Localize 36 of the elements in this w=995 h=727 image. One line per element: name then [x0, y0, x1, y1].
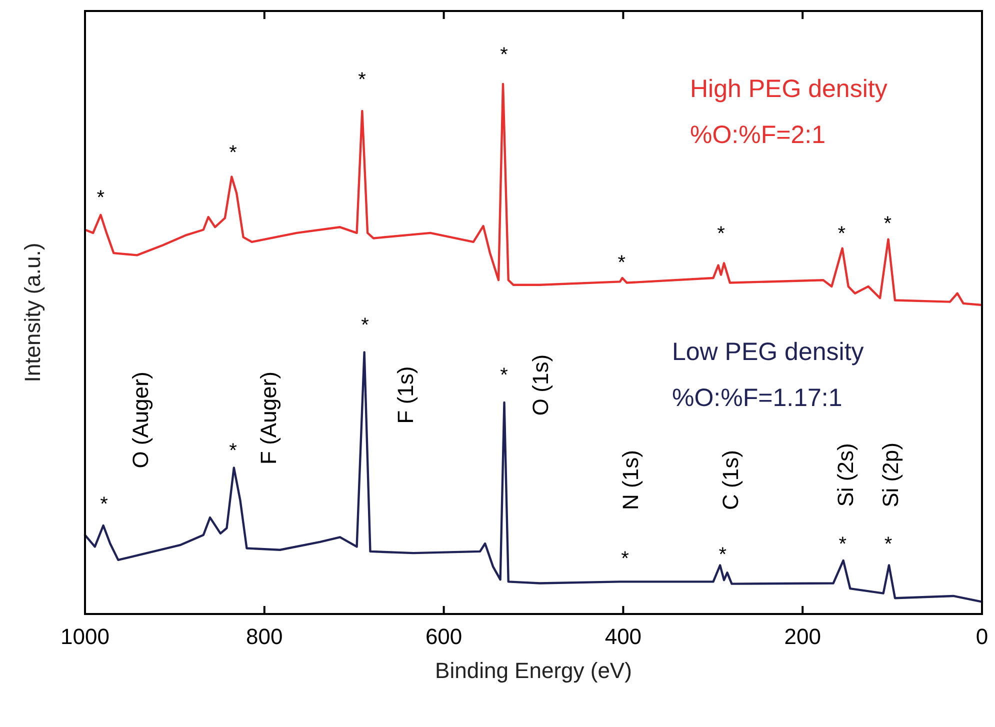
- annotation: *: [838, 223, 846, 245]
- annotation: *: [884, 534, 892, 556]
- x-axis-title: Binding Energy (eV): [435, 658, 632, 683]
- annotation: *: [100, 494, 108, 516]
- annotation: *: [884, 213, 892, 235]
- x-tick-label: 1000: [60, 624, 110, 649]
- annotation: C (1s): [718, 450, 743, 510]
- annotation: *: [358, 69, 366, 91]
- annotation: *: [618, 252, 626, 274]
- annotation: F (1s): [393, 366, 418, 424]
- annotation: Si (2p): [878, 442, 903, 508]
- annotation: *: [96, 187, 105, 209]
- annotation: N (1s): [618, 450, 643, 510]
- annotation: *: [361, 314, 370, 337]
- annotation: F (Auger): [256, 372, 281, 464]
- annotation: Si (2s): [833, 443, 858, 507]
- annotation: *: [229, 142, 238, 164]
- text: *: [500, 44, 508, 66]
- annotation: %O:%F=2:1: [690, 121, 826, 149]
- x-tick-label: 0: [976, 624, 988, 649]
- annotation: *: [717, 223, 726, 245]
- x-tick-label: 800: [246, 624, 283, 649]
- x-tick-label: 600: [425, 624, 462, 649]
- text: Low PEG density: [672, 338, 864, 366]
- text: High PEG density: [690, 75, 888, 103]
- y-axis-title: Intensity (a.u.): [20, 242, 45, 382]
- x-tick-label: 200: [784, 624, 821, 649]
- annotation: *: [229, 440, 238, 462]
- annotation: %O:%F=1.17:1: [672, 384, 842, 412]
- x-tick-label: 400: [604, 624, 642, 649]
- annotation: O (1s): [528, 354, 553, 416]
- annotation: O (Auger): [128, 372, 153, 468]
- annotation: *: [838, 534, 847, 556]
- annotation: *: [500, 364, 508, 387]
- annotation: *: [718, 544, 727, 566]
- annotation: *: [621, 548, 630, 570]
